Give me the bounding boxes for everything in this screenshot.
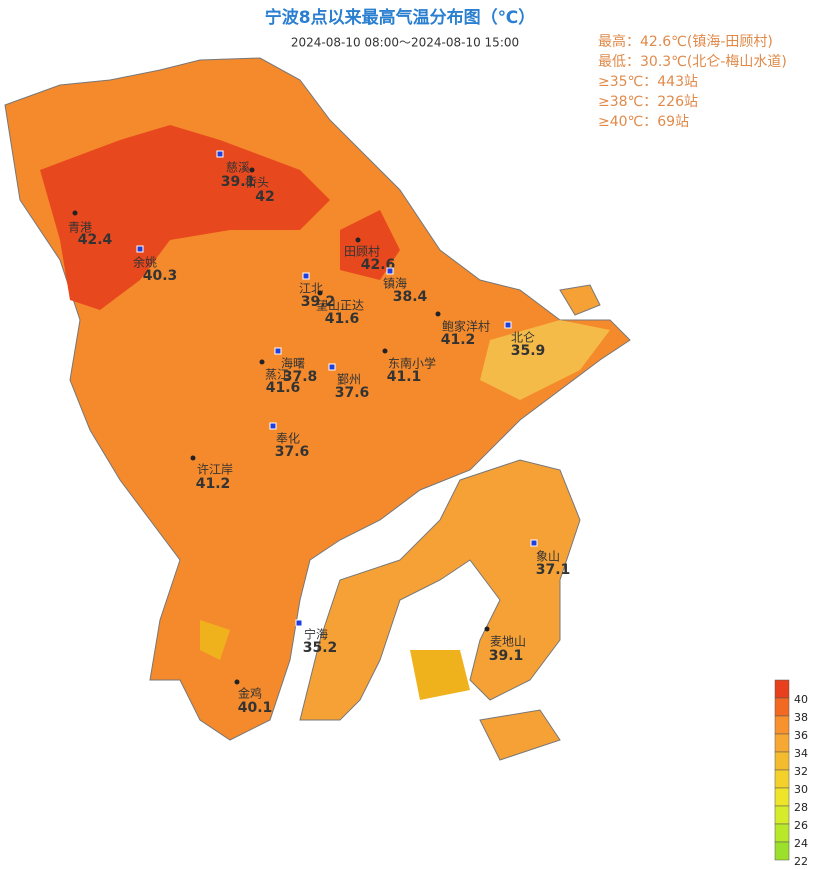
station-marker bbox=[435, 311, 441, 317]
land bbox=[4, 57, 631, 761]
summary-line: ≥38℃：226站 bbox=[598, 94, 698, 110]
legend-label: 38 bbox=[794, 711, 808, 724]
legend-label: 22 bbox=[794, 855, 808, 868]
station-name: 北仑 bbox=[511, 331, 535, 345]
station-marker bbox=[386, 267, 394, 275]
station-name: 桥头 bbox=[245, 176, 269, 190]
station-value: 42.4 bbox=[78, 232, 113, 248]
station-name: 象山 bbox=[536, 550, 560, 564]
station-name: 鲍家洋村 bbox=[442, 319, 490, 334]
station-value: 39.1 bbox=[221, 174, 256, 190]
legend-label: 24 bbox=[794, 837, 808, 850]
station-marker bbox=[504, 321, 512, 329]
station-marker bbox=[355, 237, 361, 243]
station-value: 38.4 bbox=[393, 289, 428, 305]
station-value: 35.9 bbox=[511, 343, 546, 359]
legend-label: 30 bbox=[794, 783, 808, 796]
station-marker bbox=[269, 422, 277, 430]
station-value: 40.3 bbox=[143, 268, 178, 284]
station-value: 37.6 bbox=[335, 385, 370, 401]
legend-label: 40 bbox=[794, 693, 808, 706]
legend-swatch bbox=[774, 733, 790, 753]
station-value: 41.1 bbox=[387, 369, 422, 385]
station-marker bbox=[190, 455, 196, 461]
legend-swatch bbox=[774, 787, 790, 807]
station-name: 宁海 bbox=[304, 627, 328, 642]
station-name: 田顾村 bbox=[344, 245, 380, 259]
station-marker bbox=[259, 359, 265, 365]
station-marker bbox=[72, 210, 78, 216]
station-marker bbox=[274, 347, 282, 355]
time-range: 2024-08-10 08:00～2024-08-10 15:00 bbox=[291, 36, 519, 50]
legend-swatch bbox=[774, 823, 790, 843]
station-name: 海曙 bbox=[281, 356, 305, 371]
station-value: 37.8 bbox=[283, 369, 318, 385]
legend-swatch bbox=[774, 751, 790, 771]
station-value: 40.1 bbox=[238, 700, 273, 716]
station-marker bbox=[249, 167, 255, 173]
summary-line: ≥35℃：443站 bbox=[598, 74, 698, 90]
station-value: 42 bbox=[255, 189, 274, 205]
legend-swatch bbox=[774, 805, 790, 825]
station-value: 41.6 bbox=[266, 380, 301, 396]
station-marker bbox=[484, 626, 490, 632]
station-marker bbox=[136, 245, 144, 253]
station-value: 39.1 bbox=[489, 648, 524, 664]
station-value: 37.6 bbox=[275, 444, 310, 460]
station-name: 奉化 bbox=[276, 432, 300, 446]
station-name: 慈溪 bbox=[226, 160, 250, 175]
station-marker bbox=[302, 272, 310, 280]
station-marker bbox=[317, 290, 323, 296]
station-value: 39.2 bbox=[301, 294, 336, 310]
summary-line: 最高：42.6℃(镇海-田顾村) bbox=[598, 33, 773, 50]
station-marker bbox=[530, 539, 538, 547]
station-value: 41.6 bbox=[325, 311, 360, 327]
legend-swatch bbox=[774, 697, 790, 717]
station-marker bbox=[328, 363, 336, 371]
legend-label: 34 bbox=[794, 747, 808, 760]
station-value: 37.1 bbox=[536, 562, 571, 578]
station-name: 镇海 bbox=[383, 276, 407, 291]
station-value: 41.2 bbox=[196, 476, 231, 492]
station-marker bbox=[216, 150, 224, 158]
title: 宁波8点以来最高气温分布图（℃） bbox=[265, 7, 535, 28]
station-name: 许江岸 bbox=[197, 463, 233, 477]
legend-label: 28 bbox=[794, 801, 808, 814]
station-name: 望山正达 bbox=[316, 299, 364, 313]
station-marker bbox=[295, 619, 303, 627]
station-name: 江北 bbox=[299, 282, 323, 296]
station-name: 东南小学 bbox=[388, 356, 436, 371]
station-value: 41.2 bbox=[441, 332, 476, 348]
station-name: 麦地山 bbox=[490, 635, 526, 649]
summary-line: ≥40℃：69站 bbox=[598, 114, 689, 130]
station-name: 余姚 bbox=[133, 255, 157, 270]
station-name: 鄞州 bbox=[337, 373, 361, 387]
legend-label: 32 bbox=[794, 765, 808, 778]
summary-line: 最低：30.3℃(北仑-梅山水道) bbox=[598, 54, 787, 70]
legend-label: 26 bbox=[794, 819, 808, 832]
legend-label: 36 bbox=[794, 729, 808, 742]
station-name: 金鸡 bbox=[238, 686, 262, 701]
station-value: 35.2 bbox=[303, 640, 338, 656]
legend-swatch bbox=[774, 715, 790, 735]
legend-swatch bbox=[774, 841, 790, 861]
station-name: 青港 bbox=[68, 221, 92, 235]
station-name: 蒸江 bbox=[265, 368, 289, 382]
station-marker bbox=[234, 679, 240, 685]
station-marker bbox=[382, 348, 388, 354]
legend-swatch bbox=[774, 769, 790, 789]
legend-swatch bbox=[774, 679, 790, 699]
